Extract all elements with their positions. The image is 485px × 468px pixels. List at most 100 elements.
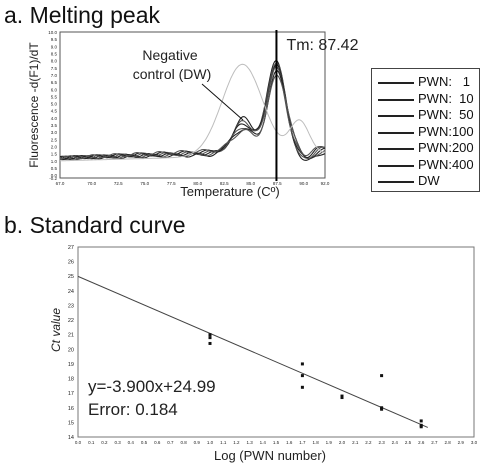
negative-control-pointer	[201, 83, 244, 121]
melt-x-tick-label: 72.5	[114, 181, 123, 186]
melt-curve	[60, 63, 326, 162]
legend-entry: DW	[378, 173, 478, 189]
melt-x-tick-label: 75.0	[140, 181, 149, 186]
std-x-tick-label: 2.3	[378, 440, 385, 445]
legend-entry: PWN: 50	[378, 107, 478, 123]
legend-label: PWN: 10	[418, 90, 474, 106]
tm-annotation: Tm: 87.42	[286, 37, 358, 54]
std-y-tick-label: 27	[68, 245, 74, 251]
melt-y-axis-label: Fluorescence -d(F1)/dT	[27, 42, 41, 168]
std-x-tick-label: 2.7	[431, 440, 438, 445]
melt-x-tick-label: 67.0	[56, 181, 65, 186]
melt-y-tick-label: 6.5	[51, 80, 58, 85]
melt-y-tick-label: 7.5	[51, 66, 58, 71]
melt-y-tick-label: 4.5	[51, 109, 58, 114]
std-point	[208, 341, 212, 345]
std-y-tick-label: 21	[68, 333, 74, 339]
std-x-ticks: 0.0 0.1 0.2 0.3 0.4 0.5 0.6 0.7 0.8 0.9 1.0 1.1 1.2 1…	[75, 440, 478, 445]
melt-x-tick-label: 77.5	[167, 181, 176, 186]
std-x-tick-label: 1.0	[207, 440, 214, 445]
melt-x-tick-label: 85.0	[246, 181, 255, 186]
std-y-tick-label: 22	[68, 318, 74, 324]
std-x-tick-label: 1.5	[273, 440, 280, 445]
negative-control-annotation-line2: control (DW)	[133, 66, 212, 82]
melt-x-tick-label: 90.0	[299, 181, 308, 186]
melt-y-tick-label: 7.0	[51, 73, 58, 78]
legend-swatch	[378, 164, 414, 167]
std-x-tick-label: 0.2	[101, 440, 108, 445]
legend-swatch	[378, 131, 414, 134]
melt-curves	[59, 59, 326, 162]
melt-curve	[59, 69, 326, 161]
regression-line	[77, 275, 428, 428]
std-y-tick-label: 14	[68, 435, 74, 441]
melt-x-axis-label: Temperature (Cº)	[180, 184, 279, 199]
std-x-tick-label: 2.1	[352, 440, 359, 445]
negative-control-annotation-line1: Negative	[142, 47, 197, 63]
melt-x-tick-label: 80.0	[193, 181, 202, 186]
melt-y-tick-label: 8.0	[51, 59, 58, 64]
melt-y-tick-label: 9.5	[51, 37, 58, 42]
melt-y-tick-label: -0.2	[49, 176, 57, 181]
std-y-tick-label: 20	[68, 347, 74, 353]
melt-y-tick-label: 0.5	[51, 166, 58, 171]
std-point	[340, 396, 344, 400]
std-y-tick-label: 15	[68, 420, 74, 426]
std-x-tick-label: 0.4	[128, 440, 135, 445]
melt-y-tick-label: 2.5	[51, 137, 58, 142]
panel-b-title: b. Standard curve	[4, 212, 186, 238]
std-point	[300, 362, 304, 366]
legend-entry: PWN:400	[378, 157, 478, 173]
legend-swatch	[378, 98, 414, 101]
melt-y-tick-label: 6.0	[51, 87, 58, 92]
std-x-tick-label: 1.1	[220, 440, 227, 445]
melt-y-tick-label: 10.0	[48, 30, 57, 35]
melt-y-tick-label: 5.5	[51, 94, 58, 99]
legend-entry: PWN: 10	[378, 91, 478, 107]
std-y-ticks: 14 15 16 17 18 19 20 21 22 23 24 25 26 27	[68, 245, 74, 441]
std-point	[380, 407, 384, 411]
melt-x-tick-label: 92.0	[321, 181, 330, 186]
std-y-tick-label: 18	[68, 377, 74, 383]
melt-y-tick-label: 8.5	[51, 51, 58, 56]
melt-plot-frame	[59, 31, 326, 179]
std-x-tick-label: 1.6	[286, 440, 293, 445]
legend-label: PWN:400	[418, 156, 474, 172]
std-x-tick-label: 2.2	[365, 440, 372, 445]
std-y-tick-label: 17	[68, 391, 74, 397]
std-x-axis-label: Log (PWN number)	[214, 448, 326, 463]
std-y-tick-label: 19	[68, 362, 74, 368]
std-x-tick-label: 2.8	[444, 440, 451, 445]
std-point	[419, 425, 423, 429]
legend-label: PWN:100	[418, 123, 474, 139]
std-x-tick-label: 0.6	[154, 440, 161, 445]
melt-y-ticks: -0.20.0 0.5 1.0 1.5 2.0 2.5 3.0 3.5 4.0 4.5 5.0 5.5…	[48, 30, 57, 181]
regression-equation: y=-3.900x+24.99	[88, 377, 216, 396]
std-x-tick-label: 2.6	[418, 440, 425, 445]
legend-label: PWN: 1	[418, 74, 471, 89]
melt-y-tick-label: 1.5	[51, 152, 58, 157]
melt-x-tick-label: 82.5	[220, 181, 229, 186]
melt-curve	[59, 74, 326, 161]
std-x-tick-label: 1.8	[312, 440, 319, 445]
std-y-tick-label: 24	[68, 289, 74, 295]
std-x-tick-label: 0.9	[194, 440, 201, 445]
melt-y-tick-label: 0.0	[51, 173, 58, 178]
std-x-tick-label: 1.3	[246, 440, 253, 445]
melt-x-tick-label: 70.0	[87, 181, 96, 186]
std-points	[208, 333, 423, 429]
std-x-tick-label: 0.8	[180, 440, 187, 445]
melt-y-tick-label: 2.0	[51, 145, 58, 150]
legend-entry: PWN: 1	[378, 74, 478, 90]
std-point	[300, 374, 304, 378]
melt-y-tick-label: 4.0	[51, 116, 58, 121]
std-x-tick-label: 2.4	[392, 440, 399, 445]
regression-error: Error: 0.184	[88, 400, 178, 419]
std-x-tick-label: 0.5	[141, 440, 148, 445]
melt-y-tick-label: 3.0	[51, 130, 58, 135]
std-x-tick-label: 0.3	[114, 440, 121, 445]
std-y-axis-label: Ct value	[49, 308, 63, 352]
legend-entry: PWN:100	[378, 124, 478, 140]
std-y-tick-label: 25	[68, 274, 74, 280]
legend-swatch	[378, 181, 414, 183]
